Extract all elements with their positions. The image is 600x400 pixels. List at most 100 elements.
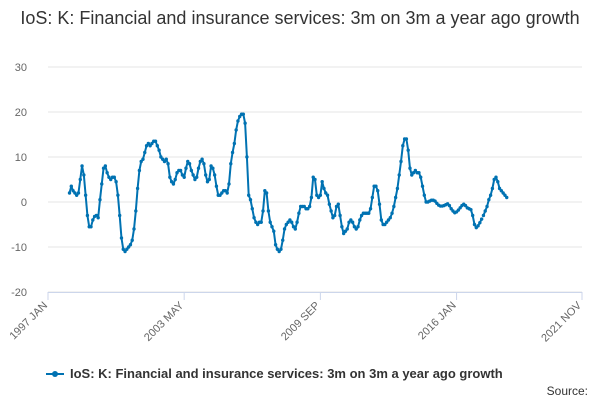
legend-label[interactable]: IoS: K: Financial and insurance services… <box>70 366 503 381</box>
data-point[interactable] <box>157 148 161 152</box>
data-point[interactable] <box>69 184 74 188</box>
data-point[interactable] <box>241 112 246 116</box>
data-point[interactable] <box>293 227 297 231</box>
data-point[interactable] <box>401 144 405 148</box>
data-point[interactable] <box>252 216 256 220</box>
source-label[interactable]: Source: <box>546 384 588 398</box>
data-point[interactable] <box>345 227 349 231</box>
data-point[interactable] <box>89 225 93 229</box>
data-point[interactable] <box>130 238 134 242</box>
data-point[interactable] <box>202 162 206 166</box>
data-point[interactable] <box>322 186 326 191</box>
data-point[interactable] <box>155 144 160 148</box>
data-point[interactable] <box>494 175 498 179</box>
data-point[interactable] <box>270 225 274 229</box>
data-point[interactable] <box>476 224 480 228</box>
data-point[interactable] <box>207 177 211 182</box>
data-point[interactable] <box>325 193 330 197</box>
data-point[interactable] <box>211 166 215 170</box>
data-point[interactable] <box>290 220 294 224</box>
data-point[interactable] <box>376 189 380 193</box>
data-point[interactable] <box>78 177 82 182</box>
data-point[interactable] <box>119 236 124 240</box>
data-point[interactable] <box>318 193 323 197</box>
data-point[interactable] <box>377 202 382 206</box>
data-point[interactable] <box>225 191 229 195</box>
data-point[interactable] <box>168 175 172 179</box>
data-point[interactable] <box>496 180 500 184</box>
data-point[interactable] <box>76 191 81 195</box>
data-point[interactable] <box>234 128 238 132</box>
data-point[interactable] <box>307 204 312 209</box>
data-point[interactable] <box>485 204 489 209</box>
data-point[interactable] <box>83 193 88 197</box>
data-point[interactable] <box>417 171 421 175</box>
data-point[interactable] <box>236 119 240 123</box>
data-point[interactable] <box>379 218 383 222</box>
data-point[interactable] <box>479 217 484 221</box>
data-point[interactable] <box>505 195 509 200</box>
data-point[interactable] <box>390 211 394 215</box>
data-point[interactable] <box>282 227 287 231</box>
data-point[interactable] <box>399 159 403 164</box>
data-point[interactable] <box>422 193 427 197</box>
data-point[interactable] <box>184 166 188 170</box>
data-point[interactable] <box>281 238 285 242</box>
data-point[interactable] <box>408 166 412 170</box>
data-point[interactable] <box>333 213 337 218</box>
data-point[interactable] <box>200 157 204 161</box>
data-point[interactable] <box>370 195 375 200</box>
data-point[interactable] <box>203 173 208 177</box>
data-point[interactable] <box>230 150 235 155</box>
data-point[interactable] <box>266 209 271 213</box>
data-point[interactable] <box>195 175 199 179</box>
data-point[interactable] <box>232 141 237 146</box>
data-point[interactable] <box>229 162 233 166</box>
data-point[interactable] <box>141 157 145 161</box>
data-point[interactable] <box>196 166 201 170</box>
data-point[interactable] <box>488 193 493 197</box>
data-point[interactable] <box>178 168 183 173</box>
data-point[interactable] <box>273 243 278 247</box>
data-point[interactable] <box>128 243 133 247</box>
data-point[interactable] <box>182 175 186 179</box>
data-point[interactable] <box>67 191 72 195</box>
data-point[interactable] <box>187 162 192 166</box>
data-point[interactable] <box>212 173 217 177</box>
data-point[interactable] <box>420 184 425 188</box>
data-point[interactable] <box>227 182 231 186</box>
data-point[interactable] <box>250 207 254 211</box>
data-point[interactable] <box>297 211 301 215</box>
data-point[interactable] <box>166 162 170 166</box>
data-point[interactable] <box>98 198 102 202</box>
data-point[interactable] <box>313 177 317 182</box>
data-point[interactable] <box>164 157 168 161</box>
data-point[interactable] <box>105 171 109 175</box>
data-point[interactable] <box>261 209 265 213</box>
data-point[interactable] <box>243 121 247 125</box>
data-point[interactable] <box>214 184 219 188</box>
data-point[interactable] <box>135 186 140 191</box>
data-point[interactable] <box>320 180 324 184</box>
data-point[interactable] <box>487 198 491 202</box>
data-point[interactable] <box>171 182 176 186</box>
data-point[interactable] <box>395 186 400 191</box>
data-point[interactable] <box>367 211 371 215</box>
data-point[interactable] <box>483 209 487 213</box>
data-point[interactable] <box>393 195 398 200</box>
data-point[interactable] <box>103 164 108 168</box>
data-point[interactable] <box>447 203 452 208</box>
data-point[interactable] <box>114 180 118 184</box>
data-point[interactable] <box>272 229 276 233</box>
data-point[interactable] <box>264 191 269 195</box>
data-point[interactable] <box>245 155 249 159</box>
data-point[interactable] <box>374 184 378 188</box>
data-point[interactable] <box>470 213 475 218</box>
data-point[interactable] <box>469 207 473 212</box>
data-point[interactable] <box>472 222 477 227</box>
data-point[interactable] <box>134 209 138 213</box>
data-point[interactable] <box>173 177 177 182</box>
data-point[interactable] <box>82 173 86 177</box>
data-point[interactable] <box>116 193 120 197</box>
data-point[interactable] <box>356 225 360 229</box>
